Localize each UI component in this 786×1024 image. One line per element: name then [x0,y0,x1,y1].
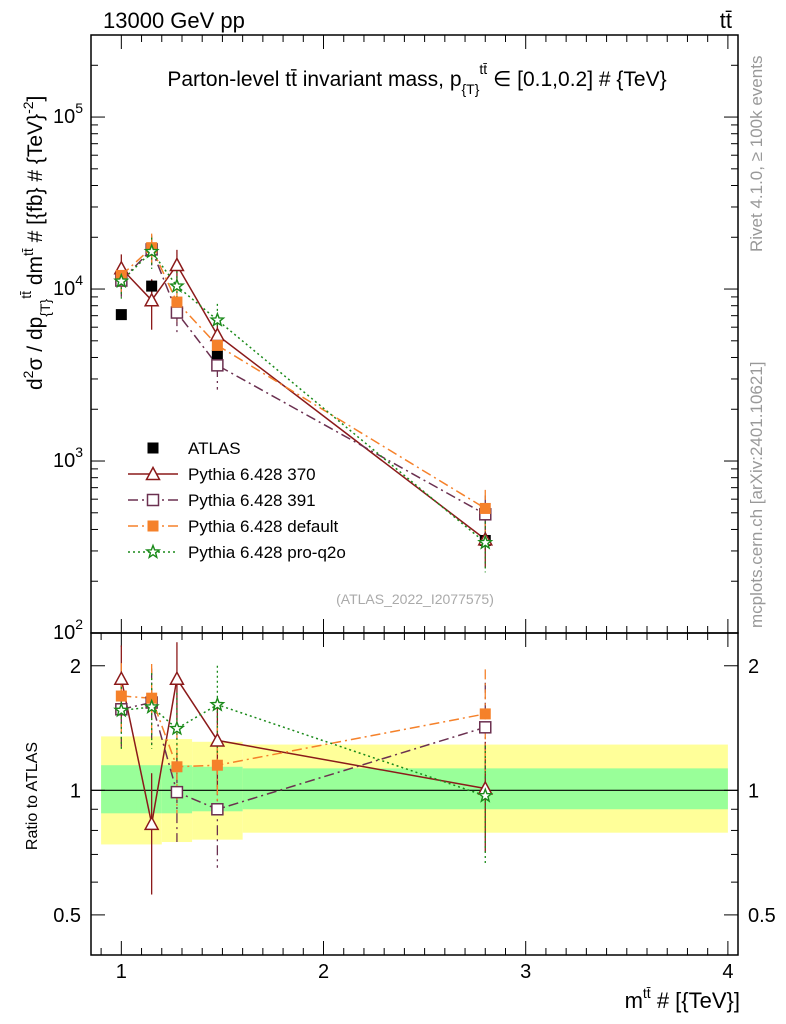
ratio-panel: 0.5 0.5 1 1 2 2 1 2 3 4 Ratio to ATLAS mtt̄ # [{T… [24,632,776,1013]
ratio-data-point [146,692,158,704]
ratio-y-tick-label-right: 1 [748,780,759,802]
x-axis-label: mtt̄ # [{TeV}] [625,985,740,1013]
legend-label: Pythia 6.428 pro-q2o [188,543,346,562]
legend-marker [144,543,162,559]
ratio-markers-3 [113,696,494,803]
ratio-data-point [115,690,127,702]
ratio-data-point [211,803,224,816]
legend-marker [146,493,160,507]
main-plot-area: 102 103 104 105 [53,34,738,644]
ratio-y-tick-label: 0.5 [53,905,81,927]
ratio-series-line [121,703,486,797]
stat-uncertainty-band [101,765,137,814]
ratio-data-point [143,815,160,831]
y-tick-label: 104 [53,272,83,300]
y-tick-label: 103 [53,444,83,472]
legend-label: Pythia 6.428 391 [188,491,316,510]
ratio-data-point [479,721,492,734]
main-title: Parton-level tt̄ invariant mass, p{T}tt̄… [167,61,666,97]
legend-marker [147,442,159,454]
series-markers-4 [113,243,494,550]
series-3 [120,233,486,534]
data-point [143,243,160,259]
ratio-markers-2 [115,690,491,773]
ratio-data-point [209,732,226,747]
ratio-y-axis-label: Ratio to ATLAS [24,742,41,850]
legend-label: Pythia 6.428 default [188,517,339,536]
ratio-plot-area: 0.5 0.5 1 1 2 2 1 2 3 4 [53,633,776,983]
ratio-data-point [209,696,226,712]
ratio-data-point [479,708,491,720]
rivet-label: Rivet 4.1.0, ≥ 100k events [747,56,766,252]
data-point [479,502,491,514]
x-tick-label: 1 [116,961,127,983]
legend-label: ATLAS [188,439,241,458]
data-point [169,256,185,272]
data-point [171,296,183,308]
data-point [211,339,223,351]
legend-label: Pythia 6.428 370 [188,465,316,484]
reference-label: (ATLAS_2022_I2077575) [336,591,494,607]
ratio-data-point [171,761,183,773]
ratio-data-point [143,698,160,714]
x-tick-label: 2 [318,961,329,983]
data-point [211,350,223,362]
ratio-data-point [169,670,185,686]
ratio-data-point [168,720,186,736]
ratio-data-point [170,785,184,799]
ratio-y-tick-label-right: 2 [748,656,759,678]
mcplots-label: mcplots.cern.ch [arXiv:2401.10621] [747,362,766,628]
data-point [209,326,226,342]
data-point [477,534,494,550]
x-tick-label: 3 [520,961,531,983]
data-point [113,272,130,289]
ratio-y-tick-label-right: 0.5 [748,905,776,927]
header-right: tt̄ [720,8,732,33]
data-point [168,277,185,294]
x-tick-label: 4 [722,961,733,983]
legend: ATLAS Pythia 6.428 370 Pythia 6.428 391 Pyt… [128,439,346,562]
data-point [146,280,158,292]
main-y-axis-label: d2σ / dp{T}tt̄ dmtt̄ # [{fb} # {TeV}-2] [18,96,53,390]
data-point [211,359,224,372]
data-point [170,306,184,319]
data-point [209,311,226,327]
main-panel: 102 103 104 105 Parton-level tt̄ invariant … [18,34,739,644]
data-point [143,292,160,307]
ratio-series-3 [120,665,486,866]
ratio-data-point [477,787,494,803]
ratio-data-point [211,759,223,771]
y-tick-label: 105 [53,100,83,128]
y-tick-label: 102 [53,616,83,644]
data-point [115,309,127,321]
ratio-panel-frame [90,632,739,956]
ratio-y-tick-label: 1 [70,780,81,802]
ratio-y-tick-label: 2 [70,656,81,678]
header-left: 13000 GeV pp [103,8,245,33]
series-line [120,248,486,515]
legend-marker [147,520,159,532]
ratio-data-point [113,670,130,686]
ratio-data-point [113,701,130,718]
legend-marker [145,465,161,481]
